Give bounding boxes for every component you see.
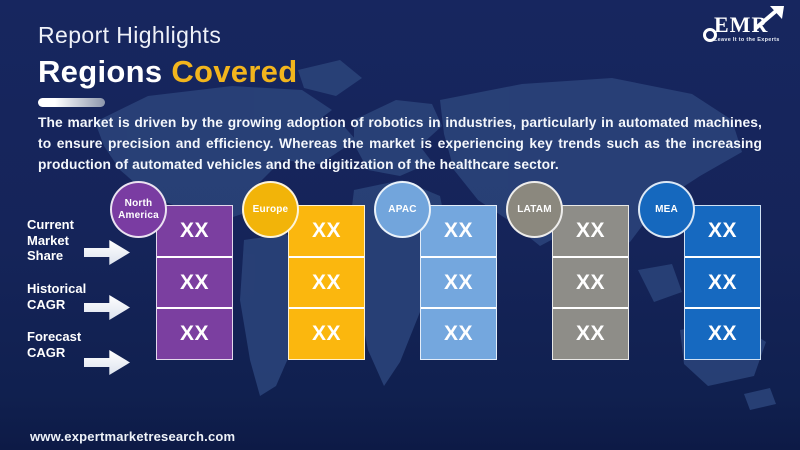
logo-ring-icon — [703, 28, 717, 42]
metric-value-cell: XX — [421, 307, 496, 359]
region-circle-label: APAC — [388, 203, 417, 215]
region-mea: MEA XX XX XX — [638, 181, 762, 361]
summary-paragraph: The market is driven by the growing adop… — [38, 115, 762, 172]
eyebrow-title: Report Highlights — [38, 22, 222, 48]
emr-logo: EMR Leave It to the Experts — [700, 6, 786, 54]
region-column: XX XX XX — [684, 205, 761, 360]
region-circle-mea: MEA — [638, 181, 695, 238]
metric-label-forecast-cagr: Forecast CAGR — [27, 329, 82, 360]
region-circle-apac: APAC — [374, 181, 431, 238]
logo-arrow-icon — [754, 6, 784, 30]
page-title-white: Regions — [38, 54, 172, 89]
region-north-america: North America XX XX XX — [110, 181, 234, 361]
region-column: XX XX XX — [156, 205, 233, 360]
metric-value-cell: XX — [685, 255, 760, 308]
metric-value-cell: XX — [421, 255, 496, 308]
metric-label-historical-cagr: Historical CAGR — [27, 281, 87, 312]
metric-value-cell: XX — [443, 218, 473, 242]
region-column: XX XX XX — [552, 205, 629, 360]
region-latam: LATAM XX XX XX — [506, 181, 630, 361]
logo-text: EMR — [714, 12, 769, 37]
metric-value-cell: XX — [289, 307, 364, 359]
metric-value-cell: XX — [311, 218, 341, 242]
logo-tagline: Leave It to the Experts — [714, 37, 780, 43]
page-title-accent: Covered — [171, 54, 298, 89]
title-underline-bar — [38, 98, 105, 107]
region-circle-label: Europe — [252, 203, 289, 215]
page-title: Regions Covered — [38, 54, 297, 90]
metric-value-cell: XX — [553, 307, 628, 359]
website-url: www.expertmarketresearch.com — [30, 429, 236, 444]
region-circle-north-america: North America — [110, 181, 167, 238]
metric-value-cell: XX — [685, 307, 760, 359]
region-europe: Europe XX XX XX — [242, 181, 366, 361]
region-circle-label: MEA — [655, 203, 678, 215]
metric-value-cell: XX — [289, 255, 364, 308]
metric-value-cell: XX — [157, 255, 232, 308]
metric-value-cell: XX — [575, 218, 605, 242]
metric-value-cell: XX — [157, 307, 232, 359]
metric-value-cell: XX — [179, 218, 209, 242]
region-circle-label: LATAM — [517, 203, 552, 215]
metric-label-current-market-share: Current Market Share — [27, 217, 74, 263]
metric-value-cell: XX — [707, 218, 737, 242]
region-column: XX XX XX — [420, 205, 497, 360]
region-column: XX XX XX — [288, 205, 365, 360]
region-circle-latam: LATAM — [506, 181, 563, 238]
metric-value-cell: XX — [553, 255, 628, 308]
region-circle-europe: Europe — [242, 181, 299, 238]
region-apac: APAC XX XX XX — [374, 181, 498, 361]
region-circle-label: North America — [118, 198, 159, 221]
